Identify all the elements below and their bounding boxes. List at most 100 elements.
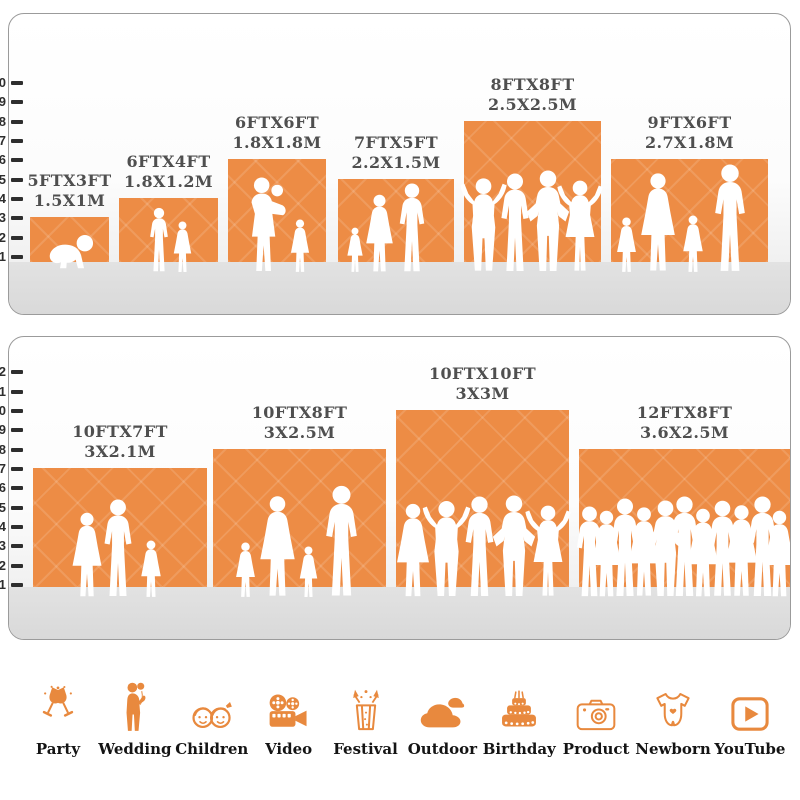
- backdrop-size-m: 2.5X2.5M: [488, 94, 577, 114]
- backdrop-size-ft: 5FTX3FT: [27, 171, 112, 191]
- backdrop-box: [338, 178, 454, 262]
- person-silhouette-woman: [362, 194, 397, 273]
- newborn-icon: [650, 679, 696, 733]
- person-silhouette-boy: [146, 207, 172, 273]
- backdrop-8ftx8ft: 8FTX8FT 2.5X2.5M: [464, 75, 601, 262]
- backdrop-box: [30, 217, 109, 262]
- backdrop-7ftx5ft: 7FTX5FT 2.2X1.5M: [338, 133, 454, 262]
- category-party: Party: [22, 679, 94, 758]
- category-youtube: YouTube: [714, 679, 786, 758]
- person-silhouette-carry: [243, 176, 292, 273]
- backdrop-size-ft: 9FTX6FT: [647, 113, 732, 133]
- ruler-tick-label: 2: [0, 229, 6, 245]
- ruler-tick-label: 10: [0, 74, 6, 90]
- backdrop-box: [579, 448, 790, 587]
- festival-icon: [344, 679, 388, 733]
- ruler-tick-label: 10: [0, 402, 6, 418]
- ruler-tick-label: 5: [0, 171, 6, 187]
- backdrop-size-ft: 10FTX8FT: [251, 402, 348, 422]
- backdrop-size-m: 3.6X2.5M: [639, 422, 729, 442]
- backdrop-label: 6FTX4FT 1.8X1.2M: [124, 152, 213, 192]
- backdrop-size-ft: 7FTX5FT: [353, 132, 438, 152]
- ruler-tick-label: 4: [0, 518, 6, 534]
- ruler-tick-label: 6: [0, 480, 6, 496]
- category-festival: Festival: [330, 679, 402, 758]
- person-silhouette-wstretch: [523, 501, 573, 598]
- ruler-tick-label: 4: [0, 190, 6, 206]
- person-silhouette-girl: [297, 546, 320, 598]
- category-birthday: Birthday: [482, 679, 556, 758]
- person-silhouette-woman: [255, 495, 300, 598]
- birthday-icon: [497, 679, 541, 733]
- backdrop-label: 8FTX8FT 2.5X2.5M: [488, 75, 577, 115]
- backdrop-label: 6FTX6FT 1.8X1.8M: [233, 113, 322, 153]
- ruler-tick-label: 7: [0, 460, 6, 476]
- backdrop-label: 7FTX5FT 2.2X1.5M: [352, 133, 441, 173]
- category-product: Product: [560, 679, 632, 758]
- children-icon: [188, 679, 236, 733]
- product-icon: [574, 679, 618, 733]
- person-silhouette-man: [708, 164, 752, 273]
- ruler-tick-label: 12: [0, 364, 6, 380]
- ruler-tick-label: 3: [0, 538, 6, 554]
- category-label: Birthday: [482, 740, 556, 758]
- person-silhouette-man: [98, 499, 138, 598]
- panel-background: 5FTX3FT 1.5X1M 6FTX4FT 1.8X1.2M 6FTX6FT 1.8X1…: [8, 13, 791, 315]
- ruler-tick-label: 9: [0, 94, 6, 110]
- backdrop-10ftx10ft: 10FTX10FT 3X3M: [396, 364, 569, 587]
- ruler-tick-label: 6: [0, 152, 6, 168]
- backdrop-size-ft: 8FTX8FT: [490, 74, 575, 94]
- category-label: Wedding: [98, 740, 172, 758]
- outdoor-icon: [418, 679, 466, 733]
- category-label: Children: [175, 740, 249, 758]
- backdrop-size-ft: 12FTX8FT: [636, 402, 733, 422]
- person-silhouette-baby: [45, 233, 95, 269]
- person-silhouette-girl: [138, 540, 164, 598]
- backdrop-12ftx8ft: 12FTX8FT 3.6X2.5M: [579, 403, 790, 587]
- backdrop-6ftx4ft: 6FTX4FT 1.8X1.2M: [119, 152, 218, 262]
- ruler-tick-label: 3: [0, 210, 6, 226]
- backdrop-9ftx6ft: 9FTX6FT 2.7X1.8M: [611, 113, 768, 262]
- ruler-tick-label: 7: [0, 132, 6, 148]
- person-silhouette-wstretch: [555, 176, 605, 273]
- youtube-icon: [729, 679, 771, 733]
- category-row: Party Wedding Children Video Festival Outdoor…: [22, 658, 786, 758]
- category-label: Festival: [333, 740, 398, 758]
- category-label: Newborn: [635, 740, 711, 758]
- video-icon: [265, 679, 313, 733]
- floor-strip: [9, 262, 790, 314]
- ruler-tick-label: 5: [0, 499, 6, 515]
- backdrop-panel-2: 10FTX7FT 3X2.1M 10FTX8FT 3X2.5M 10FTX10FT 3X3…: [0, 336, 791, 640]
- party-icon: [36, 679, 80, 733]
- category-label: Party: [35, 740, 81, 758]
- backdrop-6ftx6ft: 6FTX6FT 1.8X1.8M: [228, 113, 326, 262]
- backdrop-box: [611, 159, 768, 262]
- backdrop-size-ft: 10FTX7FT: [72, 421, 168, 441]
- backdrop-size-m: 1.8X1.8M: [232, 133, 322, 153]
- backdrop-label: 5FTX3FT 1.5X1M: [28, 171, 112, 211]
- panel-background: 10FTX7FT 3X2.1M 10FTX8FT 3X2.5M 10FTX10FT 3X3…: [8, 336, 791, 640]
- ruler-tick-label: 11: [0, 383, 6, 399]
- category-outdoor: Outdoor: [406, 679, 478, 758]
- backdrop-size-m: 3X2.5M: [263, 422, 336, 442]
- wedding-icon: [120, 679, 150, 733]
- category-label: Product: [562, 740, 630, 758]
- backdrop-10ftx8ft: 10FTX8FT 3X2.5M: [213, 403, 386, 587]
- ruler-tick-label: 1: [0, 249, 6, 264]
- ruler-tick-label: 8: [0, 113, 6, 129]
- ruler-tick-label: 2: [0, 557, 6, 573]
- backdrop-box: [33, 467, 207, 587]
- category-label: YouTube: [714, 740, 786, 758]
- backdrop-label: 10FTX10FT 3X3M: [429, 364, 536, 404]
- person-silhouette-man: [394, 183, 430, 273]
- backdrop-size-ft: 10FTX10FT: [428, 363, 537, 383]
- backdrop-size-m: 3X2.1M: [84, 441, 156, 461]
- person-silhouette-girl: [288, 219, 312, 273]
- ruler-tick-label: 9: [0, 422, 6, 438]
- person-silhouette-man: [319, 485, 364, 598]
- person-silhouette-woman: [636, 172, 680, 273]
- backdrop-panel-1: 5FTX3FT 1.5X1M 6FTX4FT 1.8X1.2M 6FTX6FT 1.8X1…: [0, 13, 791, 315]
- backdrop-size-ft: 6FTX4FT: [126, 151, 211, 171]
- category-wedding: Wedding: [98, 679, 172, 758]
- backdrop-label: 10FTX8FT 3X2.5M: [252, 403, 348, 443]
